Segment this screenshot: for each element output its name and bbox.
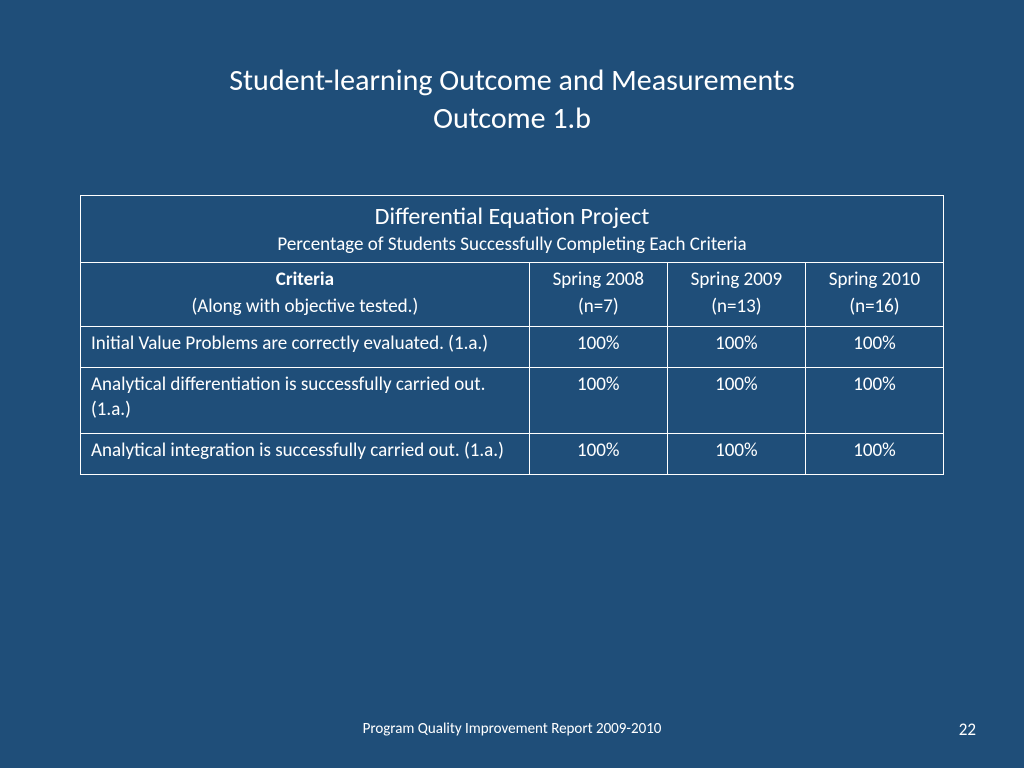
- table-header-row: Criteria (Along with objective tested.) …: [81, 263, 944, 327]
- page-number: 22: [959, 719, 976, 740]
- value-cell-0-1: 100%: [667, 327, 805, 368]
- period-label-0: Spring 2008: [553, 268, 644, 291]
- data-table: Differential Equation Project Percentage…: [80, 195, 944, 475]
- value-cell-0-0: 100%: [529, 327, 667, 368]
- table-row: Analytical integration is successfully c…: [81, 434, 944, 475]
- slide-title-line2: Outcome 1.b: [0, 100, 1024, 138]
- table-title: Differential Equation Project: [375, 202, 650, 231]
- slide-title-line1: Student-learning Outcome and Measurement…: [0, 62, 1024, 100]
- table-subtitle: Percentage of Students Successfully Comp…: [81, 233, 944, 263]
- period-label-2: Spring 2010: [829, 268, 920, 291]
- criteria-header: Criteria (Along with objective tested.): [81, 263, 530, 327]
- period-label-1: Spring 2009: [691, 268, 782, 291]
- criteria-cell-2: Analytical integration is successfully c…: [81, 434, 530, 475]
- table-subtitle-row: Percentage of Students Successfully Comp…: [81, 233, 944, 263]
- footer-text: Program Quality Improvement Report 2009-…: [0, 720, 1024, 738]
- criteria-header-label: Criteria: [276, 268, 334, 291]
- value-cell-2-1: 100%: [667, 434, 805, 475]
- value-cell-1-1: 100%: [667, 367, 805, 433]
- value-cell-2-2: 100%: [805, 434, 943, 475]
- value-cell-1-0: 100%: [529, 367, 667, 433]
- criteria-header-sublabel: (Along with objective tested.): [192, 295, 419, 318]
- criteria-cell-1: Analytical differentiation is successful…: [81, 367, 530, 433]
- period-header-1: Spring 2009 (n=13): [667, 263, 805, 327]
- value-cell-2-0: 100%: [529, 434, 667, 475]
- period-header-0: Spring 2008 (n=7): [529, 263, 667, 327]
- criteria-cell-0: Initial Value Problems are correctly eva…: [81, 327, 530, 368]
- period-n-0: (n=7): [578, 295, 619, 318]
- table-row: Analytical differentiation is successful…: [81, 367, 944, 433]
- period-n-1: (n=13): [711, 295, 761, 318]
- value-cell-1-2: 100%: [805, 367, 943, 433]
- period-header-2: Spring 2010 (n=16): [805, 263, 943, 327]
- value-cell-0-2: 100%: [805, 327, 943, 368]
- table-row: Initial Value Problems are correctly eva…: [81, 327, 944, 368]
- slide-title: Student-learning Outcome and Measurement…: [0, 0, 1024, 137]
- period-n-2: (n=16): [849, 295, 899, 318]
- table-title-row: Differential Equation Project: [81, 196, 944, 234]
- data-table-container: Differential Equation Project Percentage…: [80, 195, 944, 475]
